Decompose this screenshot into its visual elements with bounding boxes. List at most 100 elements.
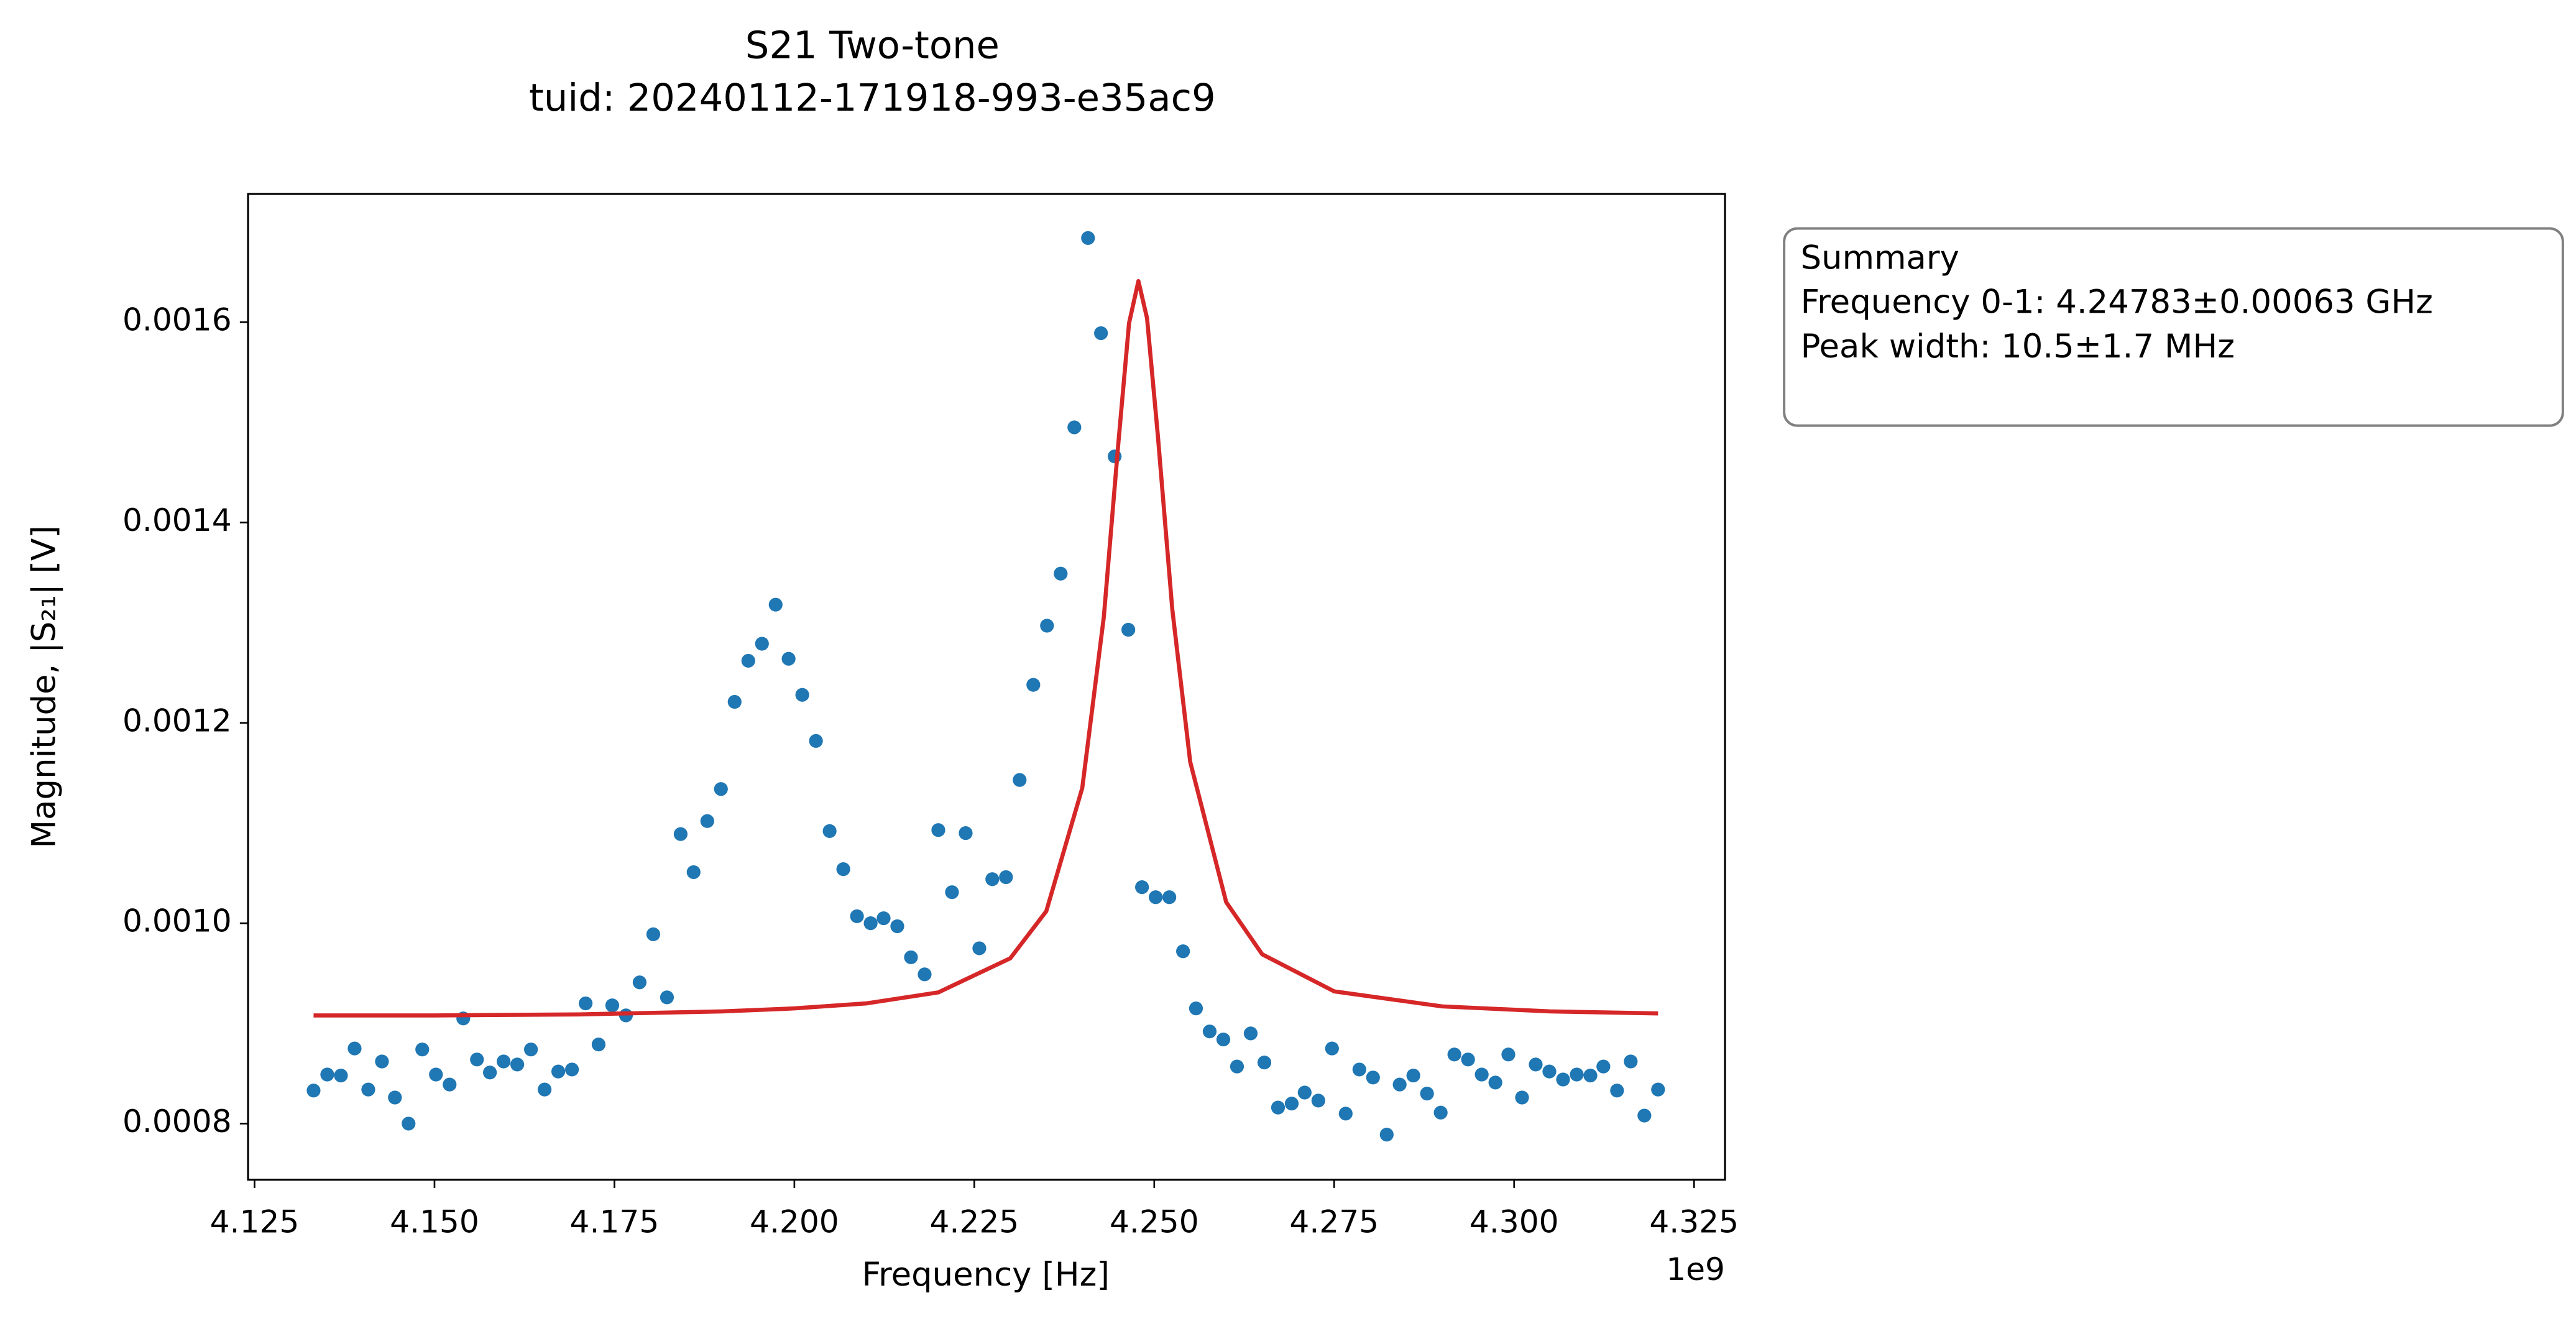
- chart-title: S21 Two-tone: [745, 24, 1000, 67]
- data-point: [673, 827, 688, 841]
- y-tick-label: 0.0014: [122, 502, 232, 538]
- data-point: [1325, 1041, 1339, 1056]
- data-point: [1338, 1107, 1353, 1121]
- data-point: [1556, 1072, 1570, 1087]
- data-point: [660, 990, 674, 1005]
- x-tick-label: 4.325: [1649, 1204, 1739, 1240]
- data-point: [714, 782, 728, 796]
- data-point: [429, 1067, 443, 1082]
- y-tick-label: 0.0010: [122, 903, 232, 939]
- data-point: [795, 688, 809, 702]
- data-point: [890, 919, 904, 934]
- data-point: [1202, 1024, 1217, 1039]
- data-point: [959, 826, 973, 840]
- data-point: [1474, 1067, 1489, 1082]
- data-point: [768, 597, 783, 612]
- data-point: [306, 1084, 321, 1098]
- data-point: [863, 916, 878, 931]
- x-tick-label: 4.250: [1110, 1204, 1199, 1240]
- data-point: [524, 1043, 538, 1057]
- data-point: [1040, 619, 1054, 633]
- data-point: [591, 1038, 606, 1052]
- x-tick-label: 4.125: [210, 1204, 300, 1240]
- data-point: [755, 637, 769, 651]
- x-tick-label: 4.175: [570, 1204, 660, 1240]
- data-point: [1583, 1068, 1598, 1083]
- data-point: [1026, 678, 1041, 692]
- data-point: [632, 975, 647, 990]
- data-point: [1081, 231, 1095, 245]
- data-point: [1392, 1077, 1407, 1092]
- data-point: [1135, 880, 1149, 895]
- data-point: [347, 1041, 362, 1056]
- data-point: [904, 950, 918, 965]
- data-point: [727, 694, 742, 709]
- data-point: [1447, 1047, 1461, 1062]
- data-point: [1515, 1090, 1529, 1105]
- data-point: [1420, 1086, 1434, 1101]
- data-point: [1570, 1067, 1584, 1082]
- data-point: [1230, 1059, 1244, 1074]
- summary-box: [1783, 227, 2564, 427]
- data-point: [1149, 890, 1163, 905]
- chart-subtitle: tuid: 20240112-171918-993-e35ac9: [529, 76, 1216, 120]
- data-point: [1297, 1085, 1312, 1100]
- y-tick-label: 0.0008: [122, 1103, 232, 1140]
- data-point: [1067, 420, 1082, 435]
- data-point: [1542, 1064, 1557, 1079]
- data-point: [1433, 1105, 1448, 1120]
- data-point: [1596, 1059, 1611, 1074]
- data-point: [985, 872, 1000, 886]
- y-tick-label: 0.0016: [122, 302, 232, 338]
- y-tick-label: 0.0012: [122, 702, 232, 739]
- data-point: [1610, 1084, 1624, 1098]
- y-axis-label: Magnitude, |S₂₁| [V]: [25, 525, 63, 848]
- data-point: [443, 1077, 457, 1092]
- data-point: [551, 1064, 566, 1079]
- plot-frame: [247, 193, 1726, 1181]
- data-point: [850, 909, 864, 923]
- fit-line: [313, 279, 1658, 1018]
- data-point: [999, 870, 1013, 885]
- data-point: [320, 1067, 334, 1082]
- data-point: [402, 1117, 416, 1131]
- data-point: [1624, 1054, 1638, 1069]
- data-point: [741, 653, 755, 668]
- data-point: [1284, 1097, 1299, 1111]
- data-point: [361, 1082, 375, 1097]
- data-point: [686, 865, 701, 880]
- x-axis-label: Frequency [Hz]: [862, 1256, 1109, 1294]
- data-point: [1488, 1075, 1502, 1090]
- x-offset-label: 1e9: [1666, 1251, 1725, 1287]
- data-point: [483, 1066, 497, 1080]
- data-point: [1311, 1093, 1325, 1108]
- data-point: [646, 927, 661, 941]
- data-point: [1651, 1082, 1665, 1097]
- data-point: [1352, 1062, 1366, 1077]
- data-point: [836, 862, 850, 877]
- data-point: [375, 1054, 389, 1069]
- data-point: [1271, 1100, 1286, 1115]
- data-point: [1054, 566, 1068, 581]
- summary-line: Frequency 0-1: 4.24783±0.00063 GHz: [1801, 283, 2433, 321]
- data-point: [1013, 773, 1027, 787]
- data-point: [334, 1068, 348, 1083]
- data-point: [388, 1090, 402, 1105]
- data-point: [822, 824, 837, 838]
- data-point: [1176, 944, 1190, 959]
- data-point: [1243, 1026, 1258, 1041]
- summary-title: Summary: [1801, 239, 1959, 277]
- data-point: [781, 651, 796, 666]
- data-point: [1216, 1032, 1231, 1047]
- data-point: [605, 998, 620, 1013]
- data-point: [1366, 1070, 1380, 1085]
- data-point: [918, 967, 932, 982]
- data-point: [1162, 890, 1177, 905]
- x-tick-label: 4.300: [1470, 1204, 1559, 1240]
- data-point: [809, 734, 823, 748]
- data-point: [538, 1082, 552, 1097]
- data-point: [876, 911, 891, 926]
- data-point: [1121, 622, 1136, 637]
